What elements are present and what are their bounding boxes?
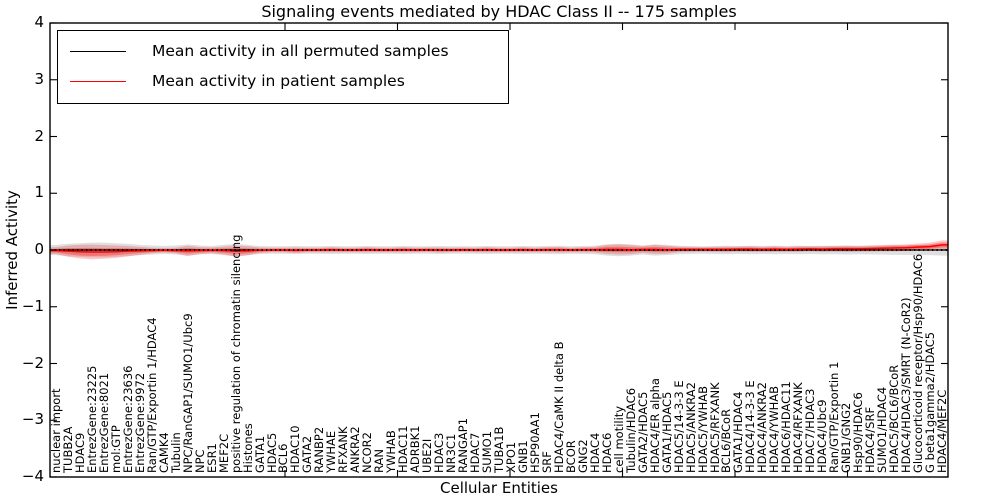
legend-label-permuted: Mean activity in all permuted samples [152, 42, 449, 60]
y-tick-label: 2 [34, 126, 44, 145]
x-tick-label: HDAC4/ER alpha [647, 378, 662, 473]
legend-line-black [70, 50, 126, 52]
x-tick-label: HDAC6 [599, 432, 614, 473]
x-axis-label: Cellular Entities [440, 479, 558, 497]
x-tick-label: Tubulin/HDAC6 [623, 387, 638, 473]
y-tick-label: −4 [21, 467, 44, 485]
legend-item-permuted: Mean activity in all permuted samples [70, 36, 496, 66]
x-tick-label: Ran/GTP/Exportin 1/HDAC4 [144, 317, 159, 473]
x-tick-label: MEF2C [216, 433, 231, 473]
y-tick-label: 0 [34, 240, 44, 258]
x-tick-label: GATA1/HDAC5 [659, 391, 674, 473]
y-tick-label: −2 [21, 353, 44, 372]
x-tick-label: Tubulin [168, 432, 183, 473]
x-tick-label: HDAC4 [587, 432, 602, 473]
x-tick-label: NPC [192, 449, 207, 473]
chart-title: Signaling events mediated by HDAC Class … [261, 2, 737, 21]
legend-label-patient: Mean activity in patient samples [152, 72, 405, 90]
x-tick-label: HDAC5/ANKRA2 [683, 382, 698, 473]
x-tick-label: cell motility [611, 405, 626, 473]
y-tick-label: −3 [21, 410, 44, 429]
y-tick-label: 1 [34, 183, 44, 202]
x-tick-label: ESR1 [204, 443, 219, 473]
x-tick-label: HDAC5/14-3-3 E [671, 380, 686, 473]
legend: Mean activity in all permuted samples Me… [57, 30, 509, 104]
x-tick-label: GATA2/HDAC5 [635, 391, 650, 473]
legend-line-red [70, 80, 126, 82]
x-tick-label: positive regulation of chromatin silenci… [228, 234, 243, 473]
x-tick-label: NPC/RanGAP1/SUMO1/Ubc9 [180, 313, 195, 473]
legend-item-patient: Mean activity in patient samples [70, 66, 496, 96]
x-tick-label: HDAC5/YWHAB [695, 386, 710, 473]
x-tick-label: EntrezGene:9972 [132, 372, 147, 473]
y-tick-label: 4 [34, 13, 44, 31]
y-tick-label: 3 [34, 69, 44, 88]
x-tick-label: Histones [240, 423, 255, 473]
x-tick-label: CAMK4 [156, 432, 171, 473]
y-tick-label: −1 [21, 296, 44, 315]
x-tick-label: GNG2 [575, 439, 590, 473]
x-tick-label: GATA1 [252, 435, 267, 473]
x-tick-label: HDAC4/MEF2C [935, 389, 949, 473]
